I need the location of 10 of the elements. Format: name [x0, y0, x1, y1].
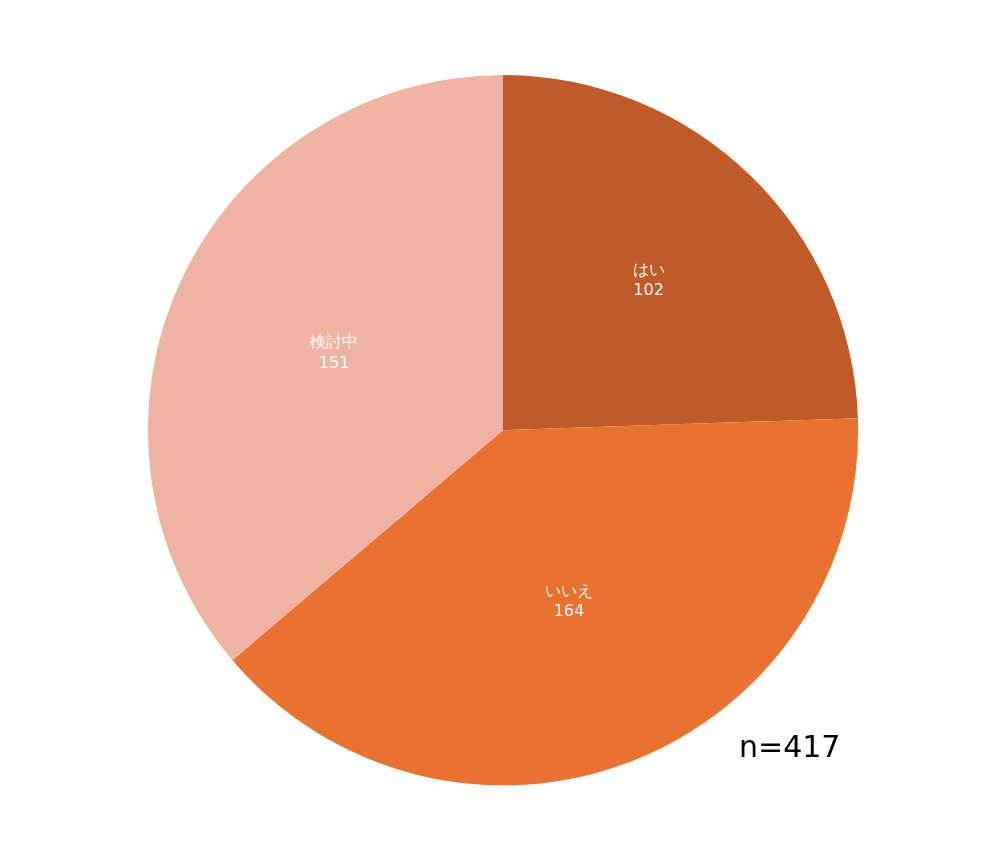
slice-label: 検討中 [310, 332, 359, 352]
slice-label: いいえ [544, 580, 593, 600]
data-label: 164 [553, 601, 585, 621]
slice-label: はい [632, 259, 665, 279]
data-label: 151 [318, 352, 350, 372]
data-label: 102 [633, 280, 664, 300]
pie-slice [503, 75, 858, 431]
text: n=417 [739, 729, 841, 764]
pie-slice [232, 418, 858, 786]
pie-slice [148, 75, 503, 661]
